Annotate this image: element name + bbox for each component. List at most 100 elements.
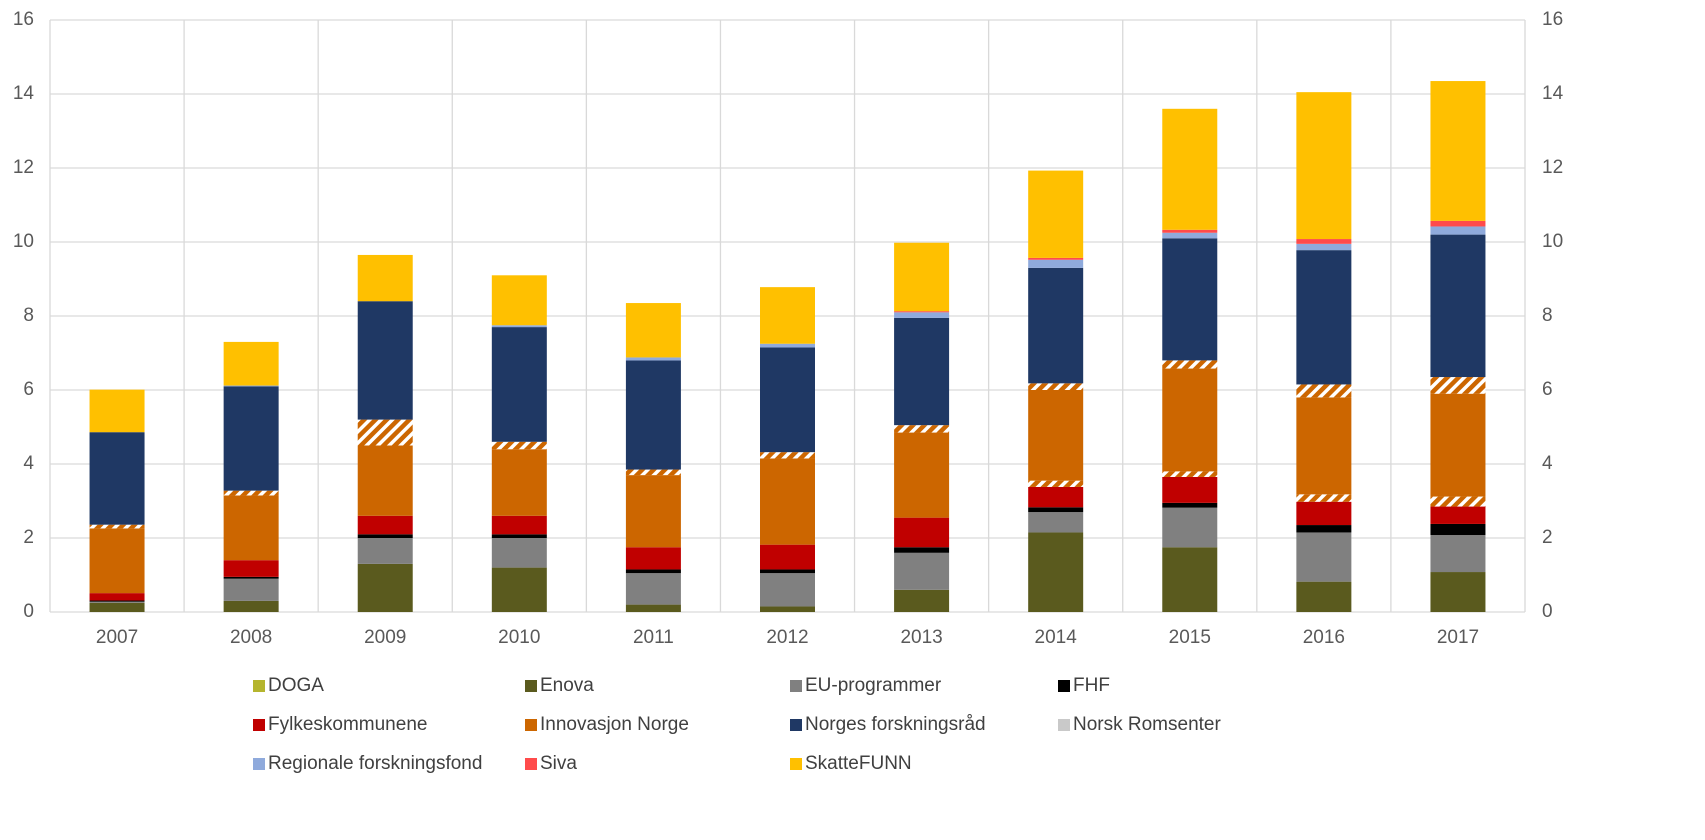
bar-segment	[1430, 523, 1486, 536]
y-tick-label: 12	[13, 157, 34, 178]
bar-segment	[1296, 243, 1352, 251]
bar-segment	[760, 573, 815, 607]
bar-segment	[357, 301, 413, 420]
bar-segment	[1296, 581, 1352, 612]
bar-segment	[1162, 471, 1218, 477]
y2-tick-label: 14	[1542, 83, 1564, 104]
x-tick-label: 2014	[1035, 627, 1078, 648]
y2-tick-label: 10	[1542, 231, 1563, 252]
bar-segment	[1028, 259, 1084, 268]
bar-segment	[491, 515, 547, 535]
bar-segment	[89, 593, 145, 601]
x-tick-label: 2009	[364, 627, 406, 648]
bar-segment	[1162, 229, 1218, 233]
bar-segment	[223, 576, 279, 579]
legend-label: EU-programmer	[805, 675, 942, 696]
legend-swatch	[790, 719, 802, 731]
bar-segment	[1028, 257, 1084, 260]
x-tick-label: 2010	[498, 627, 540, 648]
bar-segment	[1296, 494, 1352, 502]
bar-segment	[223, 341, 279, 386]
bar-segment	[1028, 512, 1084, 533]
bar-segment	[491, 275, 547, 326]
bar-segment	[625, 547, 681, 570]
bar-segment	[1430, 234, 1486, 378]
bar-segment	[1296, 239, 1352, 244]
legend-label: Fylkeskommunene	[268, 714, 427, 735]
bar-segment	[89, 432, 145, 525]
bar-segment	[223, 495, 279, 561]
bar-segment	[1430, 496, 1486, 507]
bar-segment	[1430, 226, 1486, 235]
bar-segment	[89, 389, 145, 433]
y-tick-label: 10	[13, 231, 34, 252]
legend-label: Innovasjon Norge	[540, 714, 689, 735]
bar-segment	[357, 515, 413, 535]
bar-segment	[491, 441, 547, 450]
bar-segment	[491, 325, 547, 328]
bar-segment	[1430, 377, 1486, 394]
y-tick-label: 8	[23, 305, 34, 326]
bar-segment	[894, 242, 950, 312]
bar-segment	[1430, 572, 1486, 612]
bar-segment	[89, 600, 145, 602]
bar-segment	[1296, 250, 1352, 385]
bar-segment	[223, 600, 279, 612]
bar-segment	[760, 544, 815, 570]
y-tick-label: 4	[23, 453, 34, 474]
bar-segment	[89, 601, 145, 603]
y-tick-label: 16	[13, 9, 34, 30]
x-tick-label: 2017	[1437, 627, 1479, 648]
bar-segment	[491, 538, 547, 568]
y2-tick-label: 12	[1542, 157, 1563, 178]
y2-tick-label: 8	[1542, 305, 1553, 326]
bar-segment	[760, 347, 815, 453]
x-tick-label: 2015	[1169, 627, 1211, 648]
x-tick-label: 2013	[900, 627, 942, 648]
bar-segment	[1162, 368, 1218, 472]
bar-segment	[760, 343, 815, 348]
bar-segment	[1028, 170, 1084, 258]
bar-segment	[625, 573, 681, 605]
bar-segment	[625, 303, 681, 358]
bar-segment	[1430, 81, 1486, 221]
bar-segment	[625, 357, 681, 361]
bar-segment	[357, 419, 413, 446]
legend-swatch	[525, 758, 537, 770]
bar-segment	[894, 552, 950, 590]
bar-segment	[760, 452, 815, 459]
y2-tick-label: 0	[1542, 601, 1553, 622]
legend-label: Enova	[540, 675, 594, 696]
bar-segment	[1296, 397, 1352, 495]
bar-segment	[357, 445, 413, 516]
bar-segment	[894, 589, 950, 612]
bar-segment	[760, 458, 815, 545]
bar-segment	[760, 569, 815, 574]
bar-segment	[1028, 383, 1084, 390]
bar-segment	[1430, 393, 1486, 497]
bar-segment	[894, 547, 950, 553]
bar-segment	[1162, 232, 1218, 239]
x-tick-label: 2011	[633, 627, 674, 648]
bar-segment	[1028, 480, 1084, 487]
bar-segment	[1028, 507, 1084, 513]
x-tick-label: 2007	[96, 627, 138, 648]
bar-segment	[1162, 476, 1218, 503]
bar-segment	[1296, 92, 1352, 240]
x-tick-label: 2016	[1303, 627, 1345, 648]
legend-label: FHF	[1073, 675, 1110, 696]
bar-segment	[1162, 547, 1218, 612]
legend-label: Siva	[540, 753, 577, 774]
y2-tick-label: 4	[1542, 453, 1553, 474]
bar-segment	[1162, 360, 1218, 369]
x-tick-label: 2012	[766, 627, 808, 648]
bar-segment	[1296, 525, 1352, 533]
y-tick-label: 0	[23, 601, 34, 622]
bar-segment	[1430, 220, 1486, 227]
legend-label: Norsk Romsenter	[1073, 714, 1221, 735]
bar-segment	[491, 534, 547, 538]
bar-segment	[1296, 501, 1352, 526]
bar-segment	[1430, 506, 1486, 524]
y-tick-label: 14	[13, 83, 35, 104]
